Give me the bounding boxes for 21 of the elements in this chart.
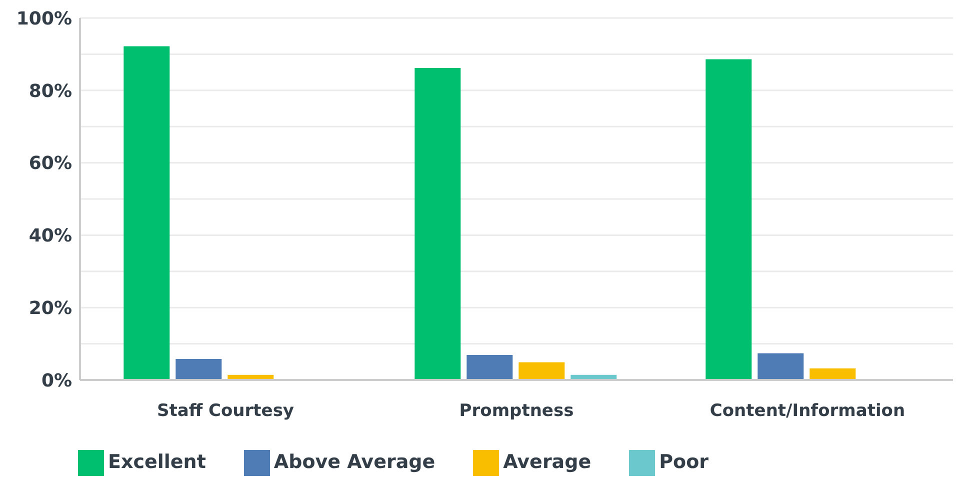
bar <box>124 46 170 380</box>
x-tick-label: Promptness <box>459 401 574 422</box>
y-tick-label: 0% <box>41 370 72 392</box>
bar <box>414 68 461 380</box>
y-tick-label: 40% <box>28 226 72 247</box>
bar <box>758 353 804 380</box>
bar <box>706 59 752 380</box>
x-tick-label: Staff Courtesy <box>156 401 294 422</box>
bar <box>810 368 856 380</box>
x-tick-label: Content/Information <box>710 401 906 422</box>
y-tick-label: 80% <box>28 80 72 102</box>
bar <box>176 359 222 380</box>
legend-label: Average <box>503 451 592 474</box>
bar <box>518 362 565 380</box>
y-tick-label: 100% <box>16 8 72 30</box>
y-tick-label: 20% <box>28 298 72 319</box>
y-tick-label: 60% <box>28 153 72 174</box>
legend-label: Excellent <box>108 451 206 474</box>
legend-label: Poor <box>659 451 709 474</box>
legend-label: Above Average <box>274 451 436 474</box>
bar <box>466 355 513 380</box>
